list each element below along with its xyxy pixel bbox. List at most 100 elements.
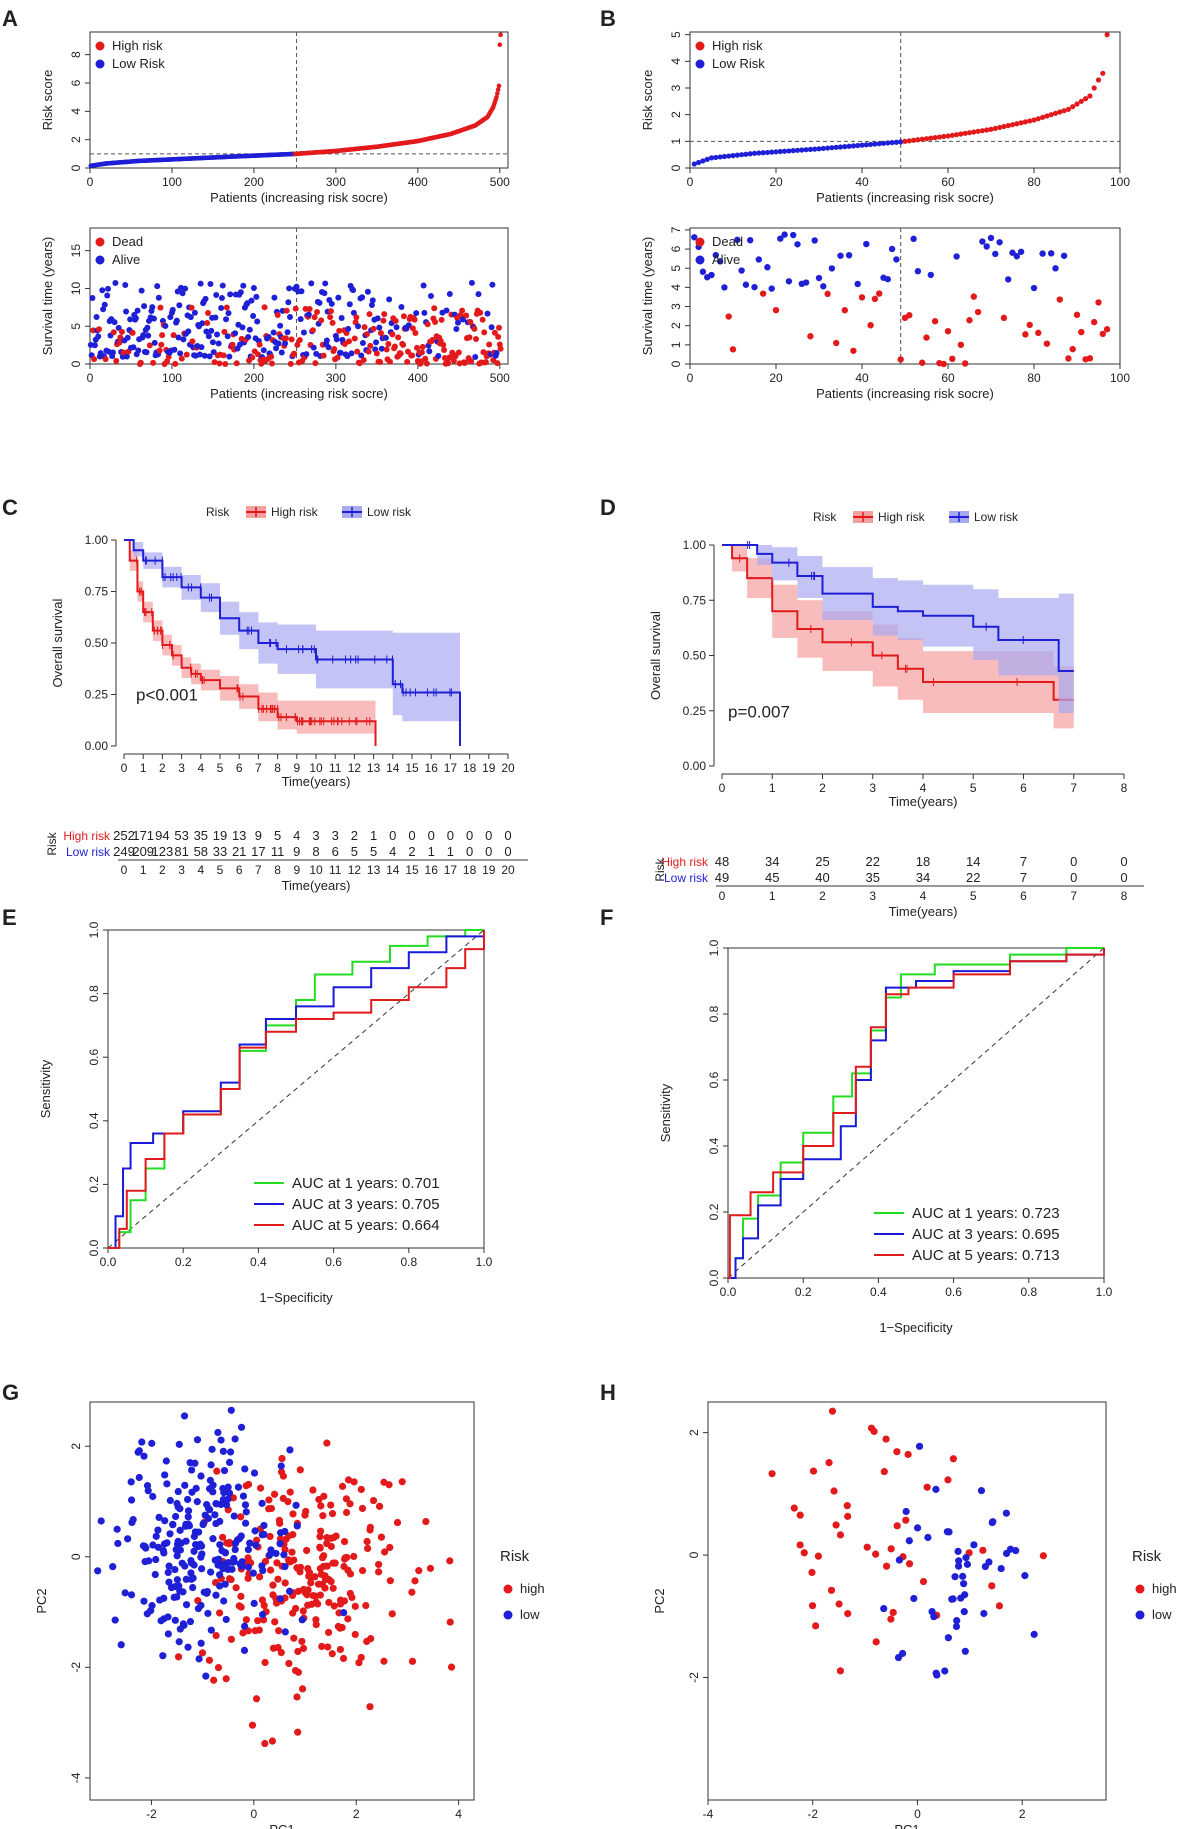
plot-frame bbox=[89, 1401, 475, 1801]
high-risk-point bbox=[366, 1703, 374, 1711]
dead-point bbox=[441, 347, 448, 354]
alive-point bbox=[863, 240, 870, 248]
low-risk-point bbox=[152, 1555, 160, 1564]
low-risk-point bbox=[171, 1565, 179, 1574]
legend-label: AUC at 3 years: 0.705 bbox=[292, 1196, 440, 1213]
y-tick-label: 0.4 bbox=[707, 1137, 721, 1154]
alive-point bbox=[179, 290, 186, 297]
risk-point bbox=[1100, 70, 1106, 76]
risk-point bbox=[769, 149, 775, 155]
alive-point bbox=[764, 264, 771, 271]
alive-point bbox=[191, 309, 198, 316]
risk-point bbox=[691, 161, 697, 167]
km-confidence-band bbox=[124, 540, 376, 746]
alive-point bbox=[99, 287, 106, 294]
dead-point bbox=[156, 347, 163, 354]
alive-point bbox=[755, 256, 762, 263]
dead-point bbox=[392, 317, 399, 324]
y-tick-label: 1.00 bbox=[85, 533, 109, 547]
risk-table-row-label: High risk bbox=[63, 829, 111, 843]
alive-point bbox=[373, 339, 380, 346]
risk-point bbox=[495, 91, 500, 96]
high-risk-point bbox=[388, 1610, 396, 1618]
x-tick-label: 0 bbox=[87, 175, 94, 189]
risk-point bbox=[1001, 123, 1007, 130]
risk-point bbox=[700, 158, 706, 164]
low-risk-point bbox=[949, 1595, 957, 1603]
roc-curve bbox=[108, 929, 484, 1249]
dead-point bbox=[962, 360, 969, 367]
low-risk-point bbox=[285, 1587, 294, 1595]
dead-point bbox=[480, 349, 487, 356]
risk-table-tick: 7 bbox=[255, 863, 262, 877]
dead-point bbox=[137, 359, 144, 366]
low-risk-point bbox=[214, 1561, 222, 1569]
alive-point bbox=[734, 236, 741, 244]
x-axis-label: Patients (increasing risk socre) bbox=[816, 190, 994, 205]
risk-table-tick: 4 bbox=[920, 889, 927, 903]
km-series-low bbox=[124, 539, 461, 746]
low-risk-point bbox=[953, 1617, 961, 1625]
low-risk-point bbox=[910, 1594, 918, 1603]
high-risk-point bbox=[949, 1455, 957, 1463]
alive-point bbox=[378, 345, 385, 352]
pca-points bbox=[94, 1406, 456, 1748]
risk-point bbox=[794, 147, 801, 153]
risk-point bbox=[885, 140, 891, 146]
legend-label: Alive bbox=[112, 252, 140, 267]
risk-table-count: 18 bbox=[916, 854, 930, 869]
high-risk-point bbox=[385, 1481, 393, 1489]
risk-table-tick: 14 bbox=[386, 863, 400, 877]
alive-point bbox=[239, 324, 246, 331]
alive-point bbox=[368, 301, 375, 308]
risk-table-count: 209 bbox=[132, 844, 154, 859]
x-tick-label: 0.6 bbox=[945, 1285, 962, 1299]
low-risk-point bbox=[954, 1547, 962, 1555]
km-legend: Risk High risk Low risk bbox=[813, 510, 1019, 524]
high-risk-point bbox=[825, 1459, 833, 1467]
y-tick-label: 1.00 bbox=[683, 538, 707, 552]
risk-table-tick: 9 bbox=[293, 863, 300, 877]
dead-point bbox=[459, 307, 466, 314]
high-risk-point bbox=[269, 1581, 277, 1589]
risk-point bbox=[846, 143, 852, 149]
y-tick-label: 0.8 bbox=[707, 1005, 721, 1022]
risk-table-tick: 2 bbox=[159, 863, 166, 877]
risk-point bbox=[928, 135, 934, 141]
low-risk-point bbox=[207, 1461, 215, 1469]
high-risk-point bbox=[338, 1482, 347, 1490]
high-risk-point bbox=[294, 1728, 302, 1736]
risk-table-count: 1 bbox=[447, 844, 454, 859]
legend-label: AUC at 1 years: 0.701 bbox=[292, 1175, 440, 1192]
dead-point bbox=[473, 336, 480, 343]
alive-point bbox=[413, 310, 420, 317]
legend-label: Alive bbox=[712, 252, 740, 267]
risk-point bbox=[786, 148, 792, 154]
low-risk-point bbox=[281, 1628, 289, 1636]
alive-point bbox=[699, 268, 707, 275]
alive-point bbox=[180, 336, 187, 343]
km-survival-curve bbox=[722, 544, 1074, 672]
risk-point bbox=[966, 130, 973, 136]
high-risk-point bbox=[979, 1546, 987, 1554]
x-tick-label: 20 bbox=[501, 761, 515, 775]
high-risk-point bbox=[174, 1653, 183, 1661]
dead-point bbox=[490, 357, 497, 364]
alive-point bbox=[828, 265, 836, 272]
y-tick-label: 1 bbox=[669, 341, 683, 348]
legend-label: Low Risk bbox=[112, 56, 165, 71]
dead-point bbox=[957, 341, 965, 349]
alive-point bbox=[927, 271, 934, 279]
alive-point bbox=[265, 333, 272, 340]
alive-point bbox=[275, 340, 282, 347]
low-risk-point bbox=[176, 1505, 184, 1513]
risk-point bbox=[1031, 117, 1037, 123]
risk-table-side-label: Risk bbox=[45, 831, 59, 855]
risk-table-tick: 3 bbox=[178, 863, 185, 877]
high-risk-point bbox=[205, 1656, 214, 1664]
y-tick-label: -2 bbox=[69, 1662, 83, 1673]
risk-table-count: 5 bbox=[370, 844, 377, 859]
risk-point bbox=[773, 149, 779, 155]
risk-point bbox=[855, 142, 861, 149]
risk-point bbox=[1095, 77, 1102, 83]
